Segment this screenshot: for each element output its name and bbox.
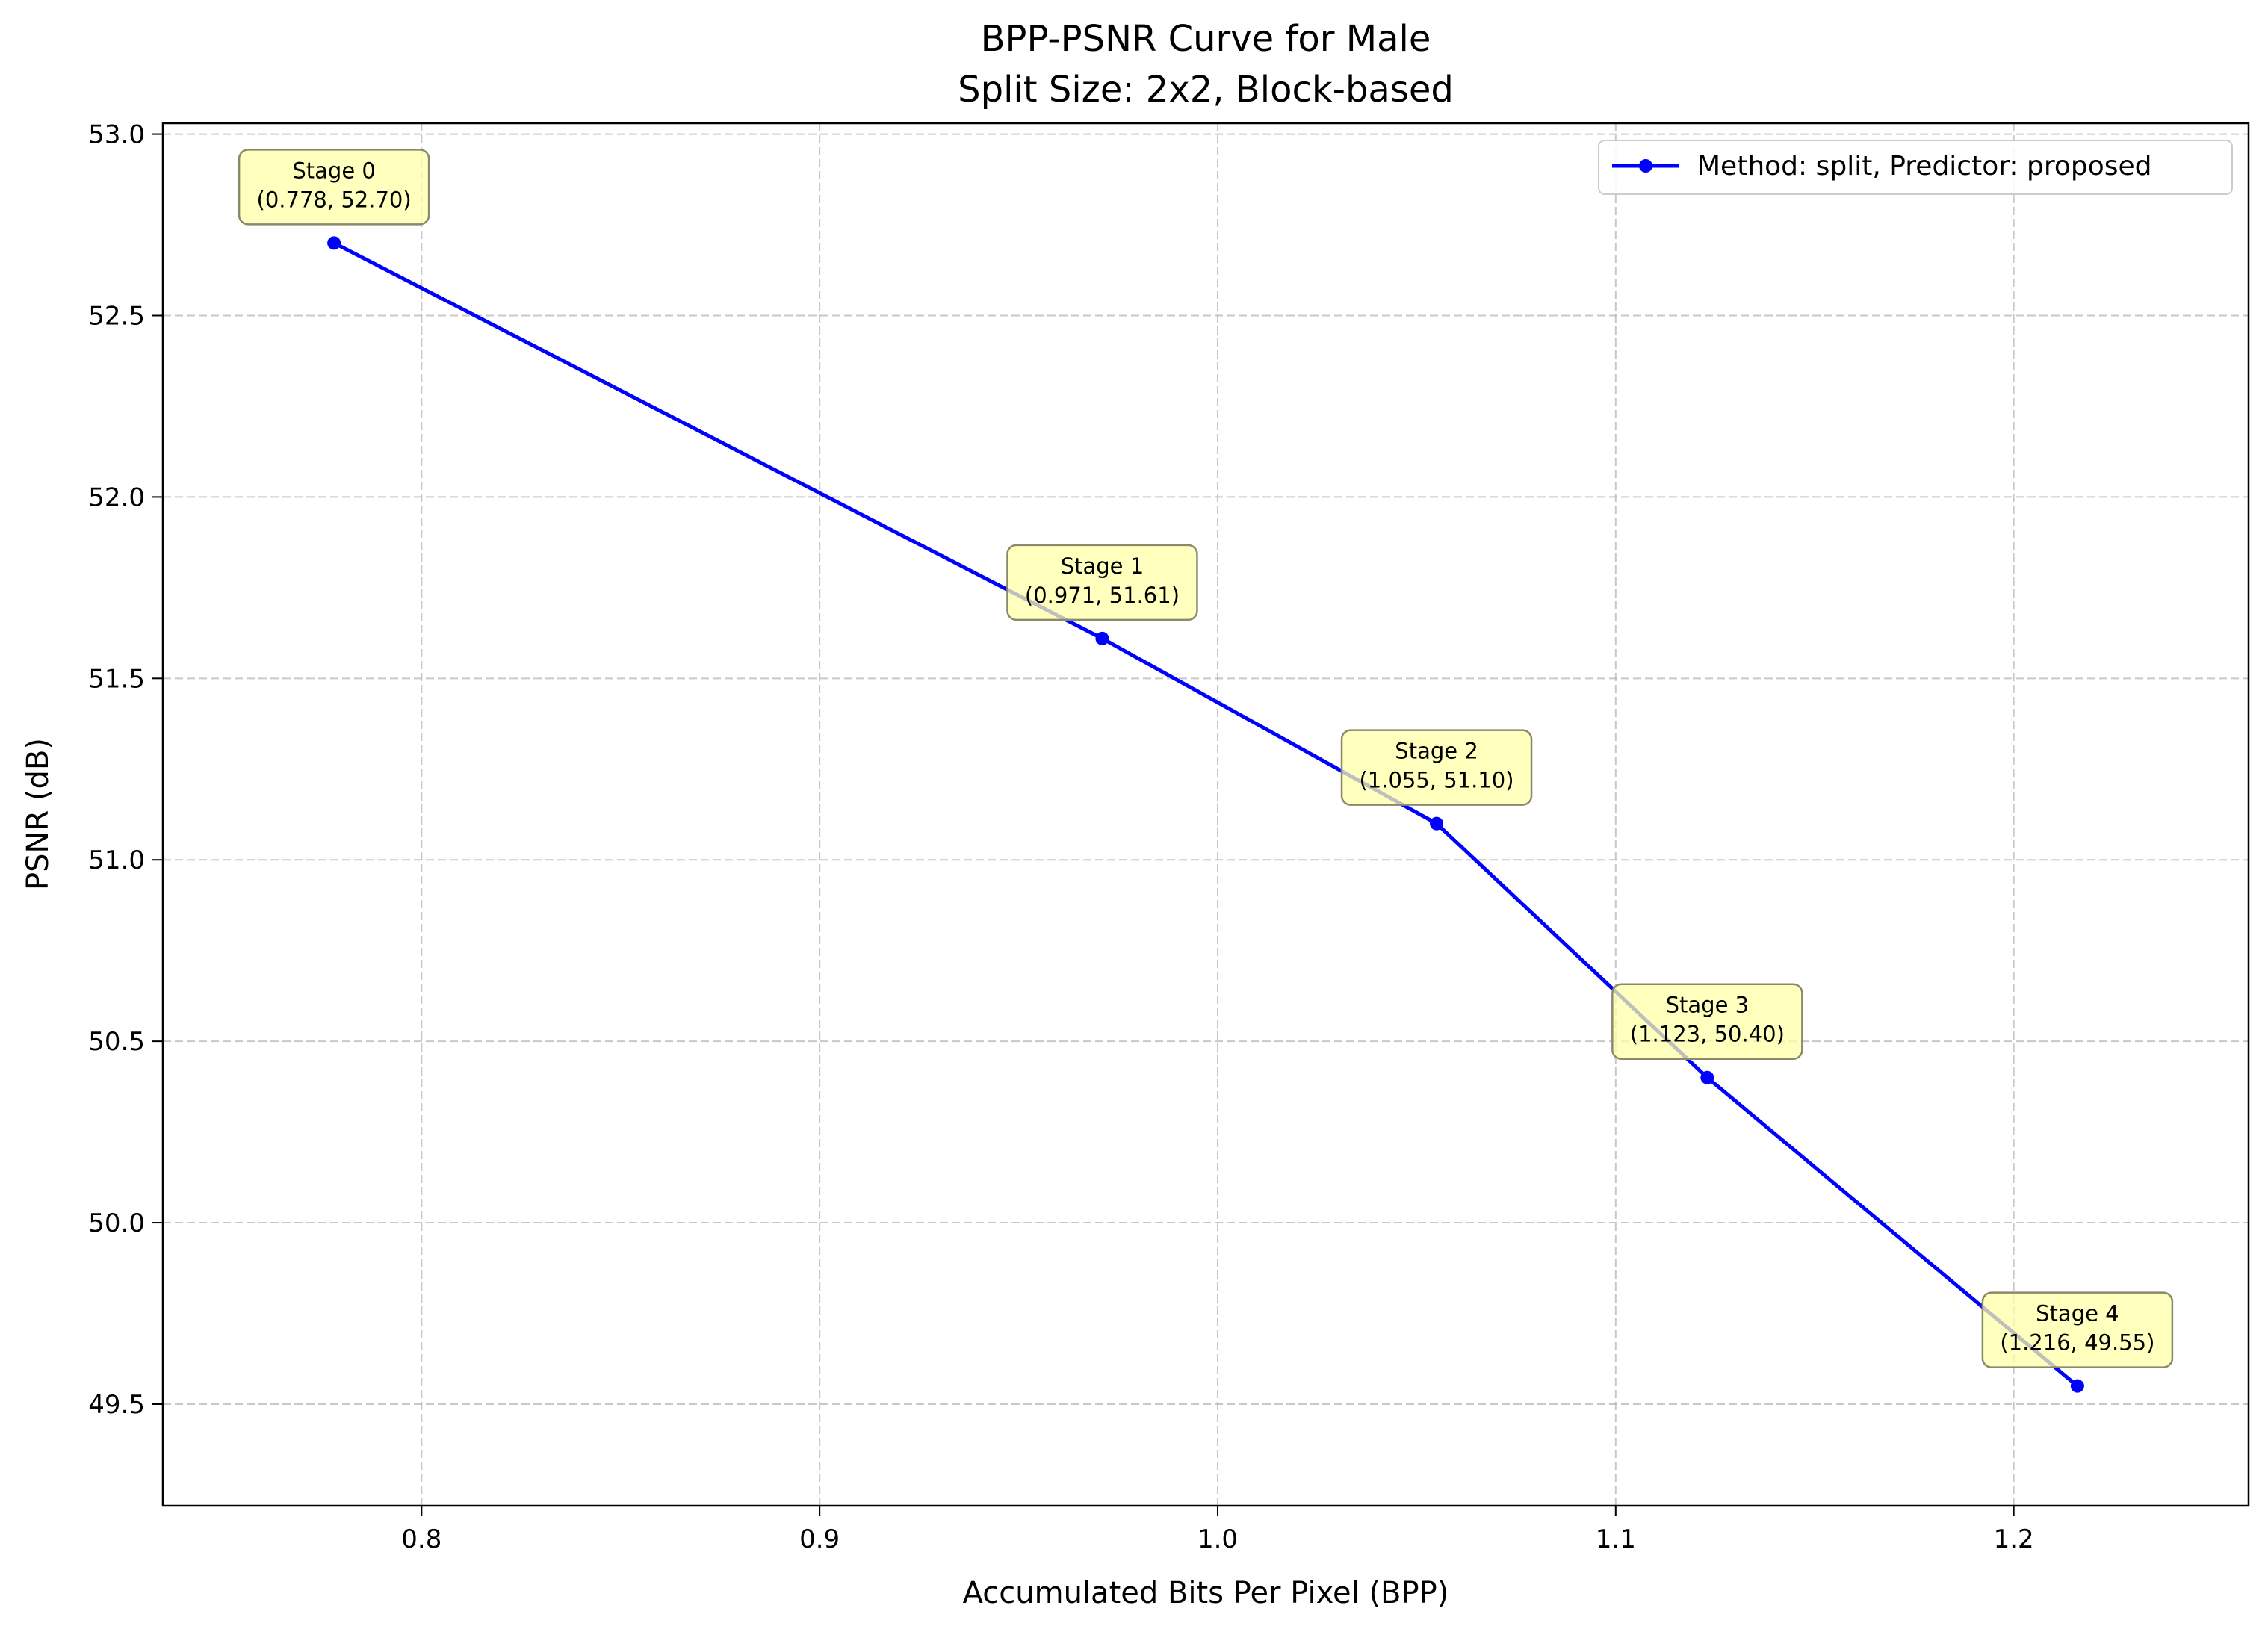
chart-subtitle: Split Size: 2x2, Block-based [958, 69, 1454, 111]
data-point [327, 236, 341, 250]
data-point [1430, 816, 1444, 831]
annotation-stage-label: Stage 4 [2036, 1301, 2119, 1326]
x-tick-label: 1.1 [1596, 1524, 1636, 1554]
annotation-coordinates: (1.055, 51.10) [1359, 768, 1513, 793]
legend: Method: split, Predictor: proposed [1598, 140, 2233, 195]
annotation-coordinates: (0.971, 51.61) [1025, 583, 1180, 608]
annotation-coordinates: (1.216, 49.55) [2000, 1330, 2154, 1356]
annotation-box [1981, 1291, 2174, 1368]
annotation-stage-label: Stage 3 [1666, 993, 1749, 1018]
plot-frame [161, 122, 2250, 1507]
annotation-box [1340, 729, 1533, 806]
grid-lines [163, 123, 2249, 1506]
annotation-stage-label: Stage 0 [292, 158, 375, 183]
tick-layer: 0.8 0.9 1.0 1.1 1.2 49.5 50.0 50.5 51.0 51.5 52.0 5… [88, 120, 2033, 1554]
y-tick-label: 50.5 [88, 1027, 145, 1057]
annotation-stage-label: Stage 2 [1395, 739, 1478, 764]
annotation-stage-label: Stage 1 [1061, 553, 1144, 579]
data-point [1700, 1070, 1714, 1084]
x-tick-label: 1.0 [1197, 1524, 1238, 1554]
y-tick-label: 53.0 [88, 120, 145, 150]
data-point [2070, 1379, 2084, 1393]
series-layer [327, 236, 2084, 1393]
annotation-box [1006, 544, 1198, 621]
y-tick-label: 50.0 [88, 1208, 145, 1238]
stage-annotation: Stage 0 (0.778, 52.70) [238, 149, 430, 226]
legend-entry-label: Method: split, Predictor: proposed [1697, 151, 2151, 181]
x-tick-label: 1.2 [1994, 1524, 2034, 1554]
x-axis-label: Accumulated Bits Per Pixel (BPP) [963, 1576, 1449, 1610]
y-tick-label: 51.0 [88, 845, 145, 875]
y-tick-label: 52.5 [88, 301, 145, 331]
x-tick-label: 0.8 [401, 1524, 441, 1554]
y-axis-label: PSNR (dB) [21, 738, 55, 890]
annotation-coordinates: (1.123, 50.40) [1630, 1022, 1785, 1047]
stage-annotation: Stage 1 (0.971, 51.61) [1006, 544, 1198, 621]
stage-annotation: Stage 2 (1.055, 51.10) [1340, 729, 1533, 806]
y-tick-label: 52.0 [88, 482, 145, 512]
stage-annotation: Stage 4 (1.216, 49.55) [1981, 1291, 2174, 1368]
data-point [1095, 631, 1109, 645]
annotation-layer: Stage 0 (0.778, 52.70) Stage 1 (0.971, 51.6… [238, 149, 2174, 1368]
y-tick-label: 49.5 [88, 1390, 145, 1420]
stage-annotation: Stage 3 (1.123, 50.40) [1611, 983, 1803, 1060]
annotation-box [1611, 983, 1803, 1060]
legend-marker [1639, 159, 1652, 173]
annotation-box [238, 149, 430, 226]
chart-title: BPP-PSNR Curve for Male [981, 18, 1431, 60]
legend-box [1598, 140, 2233, 195]
annotation-coordinates: (0.778, 52.70) [257, 187, 412, 212]
y-tick-label: 51.5 [88, 664, 145, 694]
x-tick-label: 0.9 [799, 1524, 840, 1554]
